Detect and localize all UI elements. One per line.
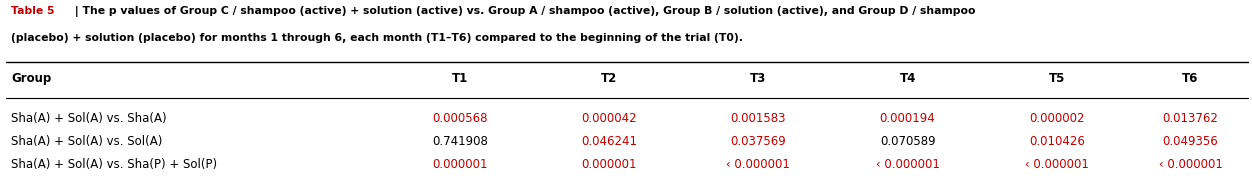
Text: 0.741908: 0.741908 (432, 135, 488, 148)
Text: ‹ 0.000001: ‹ 0.000001 (1158, 158, 1222, 171)
Text: 0.046241: 0.046241 (581, 135, 637, 148)
Text: 0.000568: 0.000568 (432, 112, 488, 124)
Text: | The p values of Group C / shampoo (active) + solution (active) vs. Group A / s: | The p values of Group C / shampoo (act… (71, 6, 975, 17)
Text: Sha(A) + Sol(A) vs. Sha(A): Sha(A) + Sol(A) vs. Sha(A) (11, 112, 167, 124)
Text: 0.000001: 0.000001 (432, 158, 488, 171)
Text: T3: T3 (750, 72, 766, 85)
Text: ‹ 0.000001: ‹ 0.000001 (1025, 158, 1089, 171)
Text: T5: T5 (1049, 72, 1065, 85)
Text: ‹ 0.000001: ‹ 0.000001 (726, 158, 790, 171)
Text: 0.010426: 0.010426 (1029, 135, 1084, 148)
Text: 0.000002: 0.000002 (1029, 112, 1084, 124)
Text: Group: Group (11, 72, 51, 85)
Text: ‹ 0.000001: ‹ 0.000001 (875, 158, 939, 171)
Text: Table 5: Table 5 (11, 6, 55, 16)
Text: 0.000194: 0.000194 (880, 112, 935, 124)
Text: Sha(A) + Sol(A) vs. Sol(A): Sha(A) + Sol(A) vs. Sol(A) (11, 135, 163, 148)
Text: T4: T4 (899, 72, 915, 85)
Text: Sha(A) + Sol(A) vs. Sha(P) + Sol(P): Sha(A) + Sol(A) vs. Sha(P) + Sol(P) (11, 158, 218, 171)
Text: 0.001583: 0.001583 (731, 112, 786, 124)
Text: 0.070589: 0.070589 (880, 135, 935, 148)
Text: (placebo) + solution (placebo) for months 1 through 6, each month (T1–T6) compar: (placebo) + solution (placebo) for month… (11, 33, 744, 43)
Text: 0.013762: 0.013762 (1163, 112, 1218, 124)
Text: T1: T1 (452, 72, 468, 85)
Text: 0.000042: 0.000042 (581, 112, 637, 124)
Text: T2: T2 (601, 72, 617, 85)
Text: 0.037569: 0.037569 (731, 135, 786, 148)
Text: T6: T6 (1182, 72, 1198, 85)
Text: 0.049356: 0.049356 (1163, 135, 1218, 148)
Text: 0.000001: 0.000001 (581, 158, 637, 171)
